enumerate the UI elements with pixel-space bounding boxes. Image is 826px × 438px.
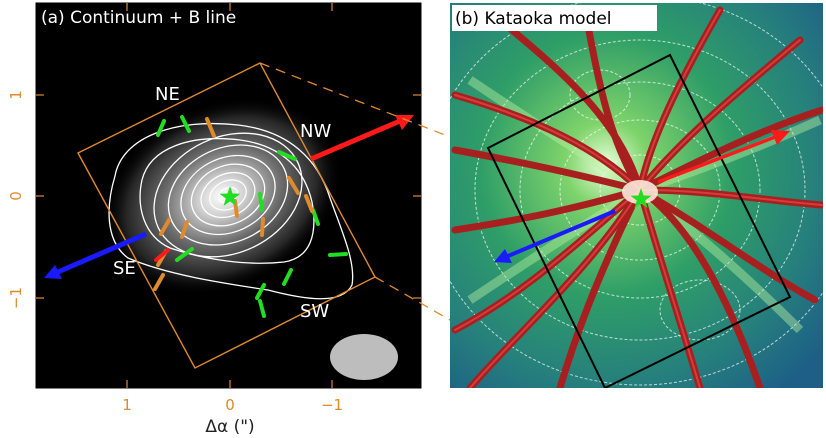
continuum-contours xyxy=(108,122,354,300)
panel-a: NE NW SE SW (a) Continuum + B line 1 0 −… xyxy=(7,2,422,437)
magnetic-field-highlights xyxy=(454,9,823,388)
b-field-vectors-green xyxy=(156,115,348,318)
panel-b-title: (b) Kataoka model xyxy=(455,9,612,29)
red-arrow-panel-b xyxy=(657,130,790,184)
label-nw: NW xyxy=(300,121,331,142)
label-sw: SW xyxy=(300,301,329,322)
y-tick-label: 0 xyxy=(7,191,25,201)
dust-emission xyxy=(102,97,342,295)
y-tick-label: 1 xyxy=(7,90,25,100)
model-contours xyxy=(450,3,823,386)
blue-arrow-panel-a xyxy=(44,231,147,279)
model-star-icon xyxy=(630,188,652,208)
x-tick-labels: 1 0 −1 xyxy=(122,396,343,414)
red-arrow-panel-a xyxy=(310,115,414,162)
x-tick-label: 0 xyxy=(225,396,235,414)
y-tick-labels: 1 0 −1 xyxy=(7,90,25,309)
blue-arrow-panel-b xyxy=(494,209,616,263)
panel-b-title-background xyxy=(452,5,657,31)
red-tick-se xyxy=(154,248,170,262)
label-ne: NE xyxy=(155,84,180,105)
beam-ellipse xyxy=(330,334,398,380)
x-axis-label: Δα (") xyxy=(205,417,254,437)
protostar-star-icon xyxy=(219,186,241,206)
y-tick-label: −1 xyxy=(7,287,25,309)
panel-a-ticks xyxy=(36,3,421,388)
panel-b: (b) Kataoka model xyxy=(450,3,823,388)
panel-a-title: (a) Continuum + B line xyxy=(41,8,236,28)
x-tick-label: 1 xyxy=(122,396,132,414)
label-se: SE xyxy=(113,258,136,279)
black-region-box xyxy=(486,53,792,388)
x-tick-label: −1 xyxy=(321,396,343,414)
